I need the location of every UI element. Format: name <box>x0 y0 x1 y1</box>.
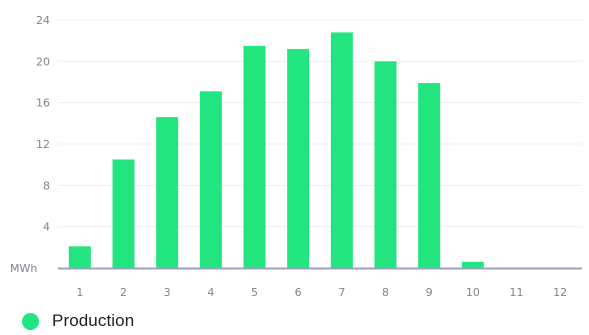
y-tick-label: 4 <box>43 221 50 234</box>
bar-month-9[interactable] <box>418 83 441 269</box>
y-tick-label: 12 <box>36 138 50 151</box>
bar-month-2[interactable] <box>112 159 135 269</box>
x-tick-label: 1 <box>76 286 83 299</box>
x-tick-label: 3 <box>164 286 171 299</box>
x-tick-label: 9 <box>426 286 433 299</box>
legend-swatch-production <box>22 312 39 330</box>
x-tick-labels: 1 2 3 4 5 6 7 8 9 10 11 12 <box>76 286 567 299</box>
bar-month-3[interactable] <box>156 117 179 268</box>
bar-month-10[interactable] <box>461 261 484 268</box>
y-tick-labels: 4 8 12 16 20 24 <box>36 14 50 234</box>
bar-month-4[interactable] <box>199 91 222 268</box>
bar-month-7[interactable] <box>330 32 353 269</box>
y-tick-label: 16 <box>36 97 50 110</box>
x-tick-label: 4 <box>207 286 214 299</box>
y-tick-label: 20 <box>36 55 50 68</box>
bar-month-8[interactable] <box>374 61 397 269</box>
x-tick-label: 7 <box>338 286 345 299</box>
bar-month-6[interactable] <box>287 48 310 268</box>
x-tick-label: 6 <box>295 286 302 299</box>
x-tick-label: 2 <box>120 286 127 299</box>
x-tick-label: 5 <box>251 286 258 299</box>
x-tick-label: 11 <box>510 286 524 299</box>
x-tick-label: 10 <box>466 286 480 299</box>
grid-lines <box>58 19 582 228</box>
bar-month-5[interactable] <box>243 45 266 269</box>
y-tick-label: 8 <box>43 179 50 192</box>
legend-label-production: Production <box>52 311 135 330</box>
y-unit-label: MWh <box>10 262 37 275</box>
x-tick-label: 12 <box>553 286 567 299</box>
legend: Production <box>22 311 134 331</box>
y-tick-label: 24 <box>36 14 50 27</box>
x-tick-label: 8 <box>382 286 389 299</box>
bar-month-1[interactable] <box>68 246 91 268</box>
bars <box>68 32 484 269</box>
